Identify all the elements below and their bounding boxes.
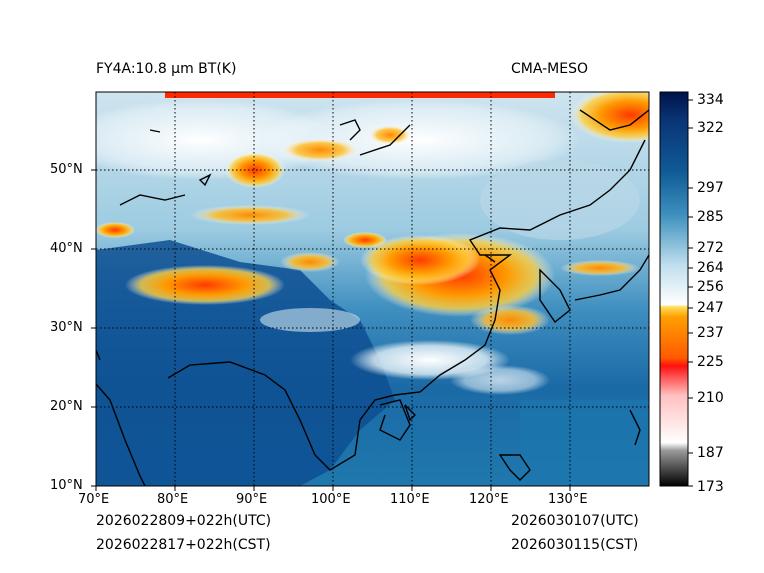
brightness-temperature-field: [96, 92, 649, 486]
map-frame: [95, 91, 650, 487]
lat-label-50n: 50°N: [50, 162, 83, 177]
cb-label-256: 256: [697, 279, 724, 295]
lat-label-40n: 40°N: [50, 241, 83, 256]
cb-label-297: 297: [697, 180, 724, 196]
cb-label-247: 247: [697, 300, 724, 316]
cb-label-225: 225: [697, 354, 724, 370]
lon-label-90e: 90°E: [236, 492, 268, 507]
init-time-utc: 2026022809+022h(UTC): [96, 513, 272, 529]
cb-label-322: 322: [697, 120, 724, 136]
lon-label-110e: 110°E: [390, 492, 430, 507]
graticule: [96, 92, 649, 486]
valid-time-cst: 2026030115(CST): [511, 537, 639, 553]
product-title: FY4A:10.8 μm BT(K): [96, 61, 237, 77]
cb-label-334: 334: [697, 92, 724, 108]
source-title: CMA-MESO: [511, 61, 589, 77]
axis-ticks: [91, 169, 571, 491]
cb-label-210: 210: [697, 390, 724, 406]
cb-label-272: 272: [697, 240, 724, 256]
valid-time-utc: 2026030107(UTC): [511, 513, 639, 529]
lon-label-130e: 130°E: [548, 492, 588, 507]
lon-label-80e: 80°E: [157, 492, 189, 507]
lon-label-100e: 100°E: [311, 492, 351, 507]
init-time-cst: 2026022817+022h(CST): [96, 537, 271, 553]
lat-label-30n: 30°N: [50, 320, 83, 335]
lat-label-10n: 10°N: [50, 478, 83, 493]
cb-label-187: 187: [697, 445, 724, 461]
cb-label-237: 237: [697, 325, 724, 341]
colorbar: [659, 91, 689, 487]
lon-label-120e: 120°E: [469, 492, 509, 507]
cb-label-173: 173: [697, 479, 724, 495]
lon-label-70e: 70°E: [78, 492, 110, 507]
colorbar-ticks: [688, 99, 693, 487]
cb-label-285: 285: [697, 209, 724, 225]
cb-label-264: 264: [697, 260, 724, 276]
lat-label-20n: 20°N: [50, 399, 83, 414]
